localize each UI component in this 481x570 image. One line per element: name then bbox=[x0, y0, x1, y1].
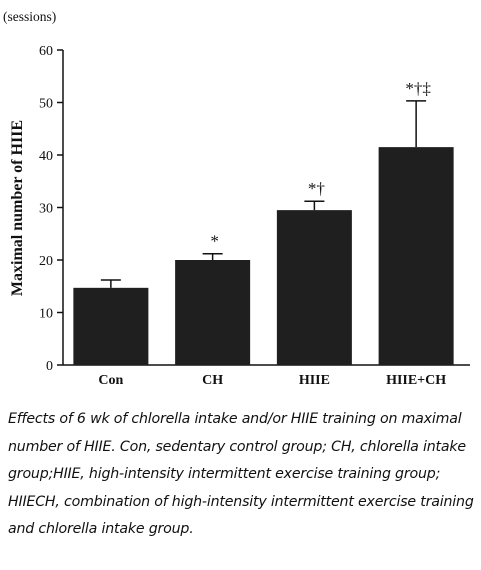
y-tick-label: 10 bbox=[39, 307, 53, 322]
x-tick-label: CH bbox=[202, 373, 223, 388]
y-tick-label: 20 bbox=[39, 254, 53, 269]
error-bars bbox=[100, 100, 427, 288]
x-tick-labels: Con CH HIIE HIIE+CH bbox=[98, 373, 446, 388]
significance-mark: *†‡ bbox=[405, 79, 431, 98]
y-unit-label: (sessions) bbox=[3, 9, 56, 24]
y-axis-title: Maximal number of HIIE bbox=[9, 120, 26, 296]
significance-mark: *† bbox=[308, 179, 325, 198]
bar bbox=[276, 210, 352, 365]
significance-mark: * bbox=[210, 232, 219, 251]
figure-caption: Effects of 6 wk of chlorella intake and/… bbox=[8, 411, 474, 537]
bar bbox=[175, 260, 251, 365]
y-tick-label: 0 bbox=[46, 359, 53, 374]
y-tick-label: 30 bbox=[39, 202, 53, 217]
y-ticks: 0 10 20 30 40 50 60 bbox=[39, 44, 63, 374]
bars bbox=[73, 147, 454, 365]
x-tick-label: Con bbox=[98, 373, 123, 388]
bar bbox=[73, 287, 149, 365]
significance-annotations: * *† *†‡ bbox=[210, 79, 431, 251]
x-tick-label: HIIE+CH bbox=[386, 373, 446, 388]
y-tick-label: 40 bbox=[39, 149, 53, 164]
y-tick-label: 60 bbox=[39, 44, 53, 59]
x-tick-label: HIIE bbox=[299, 373, 330, 388]
bar-chart: (sessions) Maximal number of HIIE 0 10 20 3… bbox=[3, 9, 470, 388]
y-tick-label: 50 bbox=[39, 97, 53, 112]
bar bbox=[378, 147, 454, 365]
